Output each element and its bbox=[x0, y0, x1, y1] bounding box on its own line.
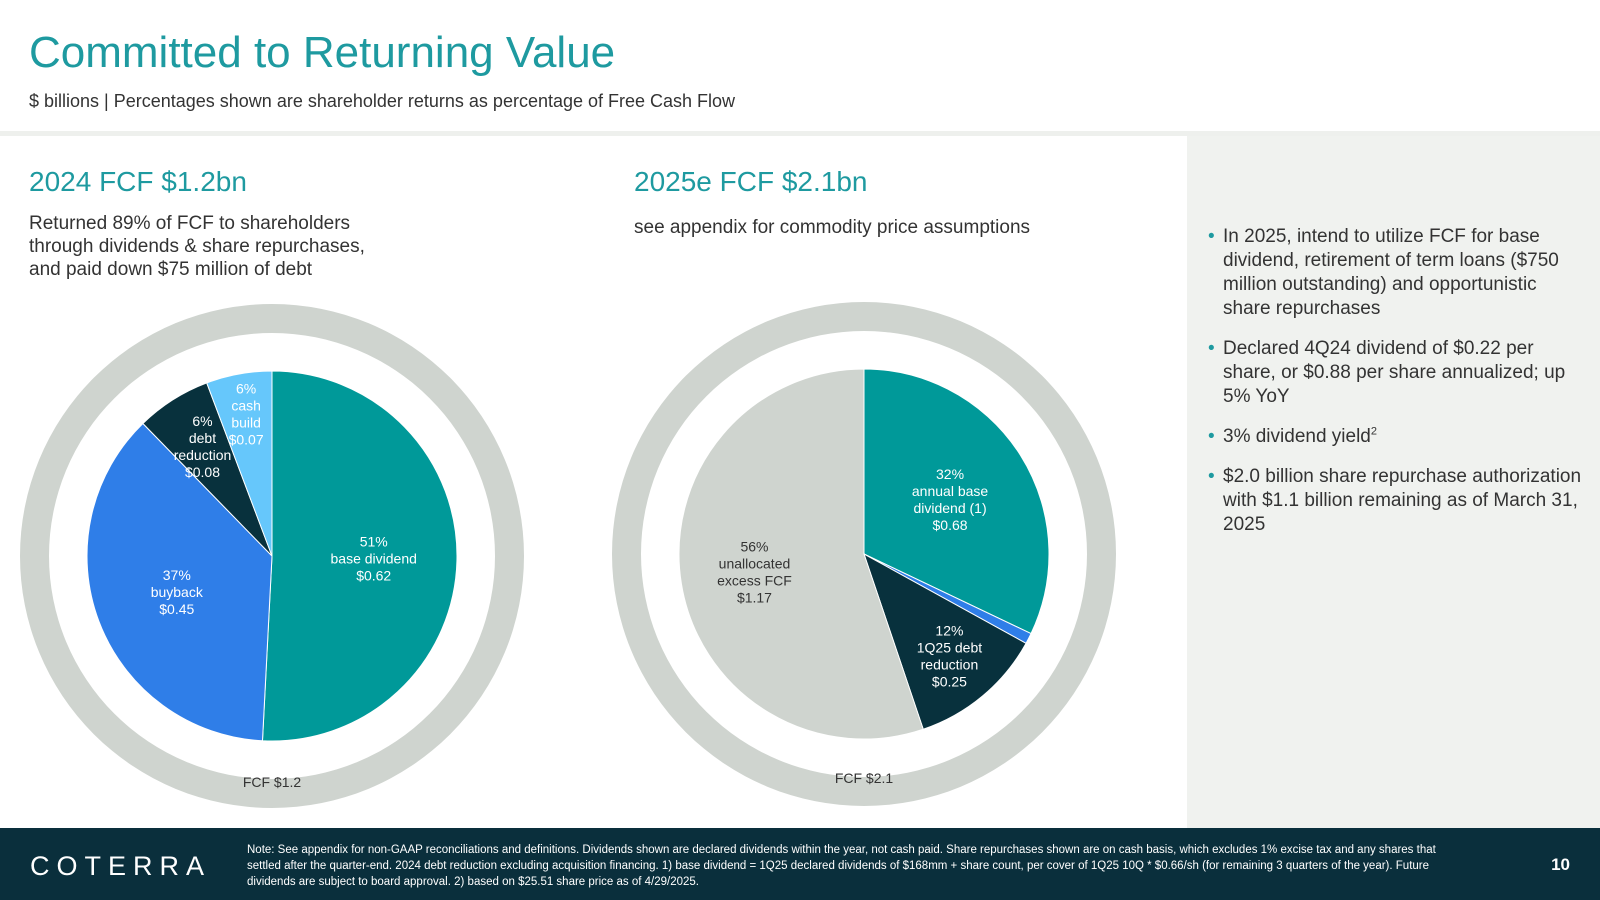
pie-slice-unallocated-excess-fcf bbox=[678, 368, 924, 740]
bullet-item: • In 2025, intend to utilize FCF for base… bbox=[1208, 226, 1559, 319]
bullet-item: • Declared 4Q24 dividend of $0.22 per sha… bbox=[1208, 338, 1566, 407]
pie-chart-2024: FCF $1.2 51% base dividend $0.62 37% buyback $… bbox=[20, 304, 524, 808]
pie-slice-base-dividend bbox=[261, 370, 458, 742]
page-number: 10 bbox=[1551, 855, 1570, 874]
bullet-list: • In 2025, intend to utilize FCF for base… bbox=[1208, 225, 1588, 553]
slice-data-label: 6% debt reduction $0.08 bbox=[174, 413, 232, 480]
right-panel bbox=[1187, 136, 1600, 828]
slice-data-label: 32% annual base dividend (1) $0.68 bbox=[912, 466, 989, 533]
slice-data-label: 56% unallocated excess FCF $1.17 bbox=[717, 539, 792, 606]
left-section-description: Returned 89% of FCF to shareholders thro… bbox=[29, 213, 365, 280]
page-title: Committed to Returning Value bbox=[29, 28, 616, 77]
footnote-marker: 2 bbox=[1370, 425, 1377, 438]
fcf-total-label: FCF $2.1 bbox=[835, 770, 894, 786]
bullet-item: • $2.0 billion share repurchase authoriza… bbox=[1208, 466, 1582, 535]
middle-section-description: see appendix for commodity price assumpt… bbox=[634, 217, 1031, 238]
header-divider bbox=[0, 131, 1600, 136]
slice-data-label: 51% base dividend $0.62 bbox=[331, 534, 417, 584]
pie-slice-cash-build bbox=[206, 370, 273, 557]
pie-chart-2025e: FCF $2.1 32% annual base dividend (1) $0.68 1… bbox=[612, 302, 1116, 806]
bullet-item: • 3% dividend yield2 bbox=[1208, 425, 1377, 447]
slice-data-label: 37% buyback $0.45 bbox=[151, 567, 204, 617]
bullet-dot-icon: • bbox=[1208, 426, 1215, 447]
bullet-dot-icon: • bbox=[1208, 338, 1215, 359]
bullet-dot-icon: • bbox=[1208, 466, 1215, 487]
slice-data-label: 12% 1Q25 debt reduction $0.25 bbox=[917, 623, 982, 690]
middle-section-heading: 2025e FCF $2.1bn bbox=[634, 166, 868, 197]
left-section-heading: 2024 FCF $1.2bn bbox=[29, 166, 247, 197]
pie-slice-1q25-debt-reduction bbox=[863, 552, 1027, 730]
page-subtitle: $ billions | Percentages shown are share… bbox=[29, 91, 736, 111]
pie-slice-annual-base-dividend-1 bbox=[863, 368, 1050, 635]
fcf-total-label: FCF $1.2 bbox=[243, 774, 302, 790]
slice-data-label: 6% cash build $0.07 bbox=[229, 381, 264, 448]
pie-slice-buyback bbox=[86, 422, 273, 742]
footer-bar: COTERRA Note: See appendix for non-GAAP … bbox=[0, 828, 1600, 900]
bullet-dot-icon: • bbox=[1208, 226, 1215, 247]
pie-charts: FCF $1.2 51% base dividend $0.62 37% buyback $… bbox=[20, 302, 1116, 808]
company-logo: COTERRA bbox=[30, 851, 212, 881]
footnote-text: Note: See appendix for non-GAAP reconcil… bbox=[247, 844, 1436, 888]
